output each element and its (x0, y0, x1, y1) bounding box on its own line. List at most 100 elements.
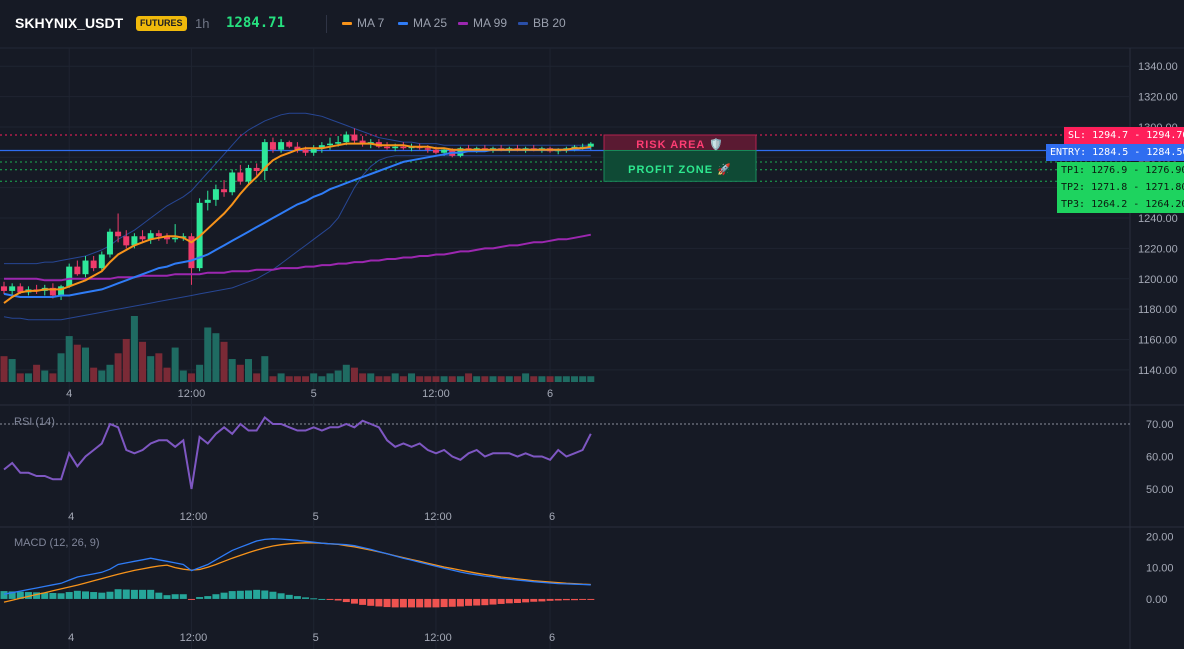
legend-bb20-label: BB 20 (533, 16, 566, 30)
legend-ma25[interactable]: MA 25 (398, 16, 447, 30)
candle-body (212, 189, 219, 200)
macd-tick-label: 10.00 (1146, 563, 1174, 575)
macd-histogram-bar (310, 598, 318, 600)
rsi-line (3, 416, 592, 490)
timeframe-label[interactable]: 1h (195, 16, 210, 31)
legend-ma7[interactable]: MA 7 (342, 16, 384, 30)
volume-bar (513, 376, 521, 382)
ma25-line (3, 147, 591, 298)
macd-histogram-bar (196, 597, 204, 599)
time-tick-label: 12:00 (178, 388, 206, 400)
profit-zone-box (603, 149, 757, 182)
macd-histogram-bar (98, 592, 106, 599)
legend-bb20[interactable]: BB 20 (518, 16, 566, 30)
symbol-name[interactable]: SKHYNIX_USDT (15, 15, 124, 31)
macd-tick-label: 0.00 (1146, 594, 1167, 606)
price-tick-label: 1160.00 (1138, 334, 1177, 346)
macd-histogram-bar (497, 598, 505, 604)
candle-body (82, 260, 89, 275)
volume-bar (334, 370, 342, 382)
candle-body (1, 286, 7, 291)
volume-bar (196, 364, 204, 382)
legend-ma99[interactable]: MA 99 (458, 16, 507, 30)
volume-bar (253, 373, 261, 382)
volume-bar (350, 367, 358, 382)
candle-body (147, 233, 154, 240)
macd-histogram-bar (285, 594, 293, 599)
candle-body (441, 149, 448, 153)
price-tick-label: 1200.00 (1138, 274, 1178, 286)
macd-histogram-bar (473, 598, 481, 606)
volume-bar (456, 376, 464, 382)
candle-body (131, 236, 138, 246)
macd-line (3, 538, 591, 595)
candle-body (106, 231, 113, 255)
price-tick-label: 1140.00 (1138, 365, 1177, 377)
volume-bar (114, 353, 122, 382)
volume-bar (489, 376, 497, 382)
header-divider (326, 15, 327, 33)
sl-price-tag: SL: 1294.7 - 1294.70 (1064, 127, 1184, 144)
macd-histogram-bar (554, 598, 562, 601)
tp2-tag-label: TP2: 1271.8 (1061, 182, 1128, 193)
volume-bar (130, 316, 138, 382)
macd-histogram-bar (49, 592, 57, 599)
candle-body (155, 233, 162, 237)
volume-bar (8, 359, 16, 382)
volume-bar (204, 327, 212, 382)
entry-tag-label: ENTRY: 1284.5 (1050, 147, 1129, 158)
candle-body (253, 167, 260, 171)
macd-histogram-bar (579, 598, 587, 600)
profit-zone-label: PROFIT ZONE 🚀 (628, 163, 732, 176)
volume-bar (57, 353, 65, 382)
last-price: 1284.71 (226, 15, 286, 31)
volume-bar (98, 370, 106, 382)
macd-histogram-bar (139, 589, 147, 599)
time-tick-label: 6 (549, 511, 555, 523)
tp1-price-tag: TP1: 1276.9 - 1276.90 (1057, 162, 1184, 179)
macd-histogram-bar (538, 598, 546, 602)
candle-body (587, 143, 594, 147)
candle-body (400, 146, 407, 149)
macd-histogram-bar (399, 598, 407, 608)
candle-body (432, 149, 439, 153)
volume-bar (245, 359, 252, 382)
macd-histogram-bar (293, 596, 301, 599)
candle-body (115, 231, 122, 237)
candle-body (245, 167, 252, 182)
macd-tick-label: 20.00 (1146, 531, 1174, 543)
candle-body (164, 236, 170, 240)
price-tick-label: 1220.00 (1138, 243, 1178, 255)
price-tick-label: 1180.00 (1138, 304, 1177, 316)
volume-bar (473, 376, 481, 382)
macd-histogram-bar (16, 591, 24, 599)
macd-histogram-bar (416, 598, 424, 608)
tp2-price-tag: TP2: 1271.8 - 1271.80 (1057, 179, 1184, 196)
candle-body (335, 142, 342, 144)
volume-bar (220, 341, 228, 382)
tp3-tag-value: 1264.20 (1145, 199, 1184, 210)
time-tick-label: 4 (68, 511, 74, 523)
volume-bar (212, 333, 220, 382)
volume-bar (562, 376, 570, 382)
volume-bar (424, 376, 432, 382)
macd-histogram-bar (147, 589, 155, 599)
macd-histogram-bar (33, 592, 41, 599)
macd-histogram-bar (302, 597, 310, 599)
sl-tag-label: SL: 1294.7 (1068, 130, 1129, 141)
candle-body (17, 286, 24, 293)
volume-bar (497, 376, 505, 382)
bb20-swatch-icon (518, 21, 528, 25)
volume-bar (399, 376, 407, 382)
candle-body (351, 134, 358, 141)
macd-histogram-bar (82, 591, 89, 599)
candle-body (278, 142, 285, 150)
entry-tag-value: 1284.50 (1146, 147, 1184, 158)
rsi-tick-label: 70.00 (1146, 419, 1174, 431)
macd-histogram-bar (187, 598, 195, 600)
macd-histogram-bar (114, 589, 122, 599)
ma99-swatch-icon (458, 21, 468, 25)
bb-upper-line (4, 112, 591, 265)
volume-bar (106, 364, 114, 382)
